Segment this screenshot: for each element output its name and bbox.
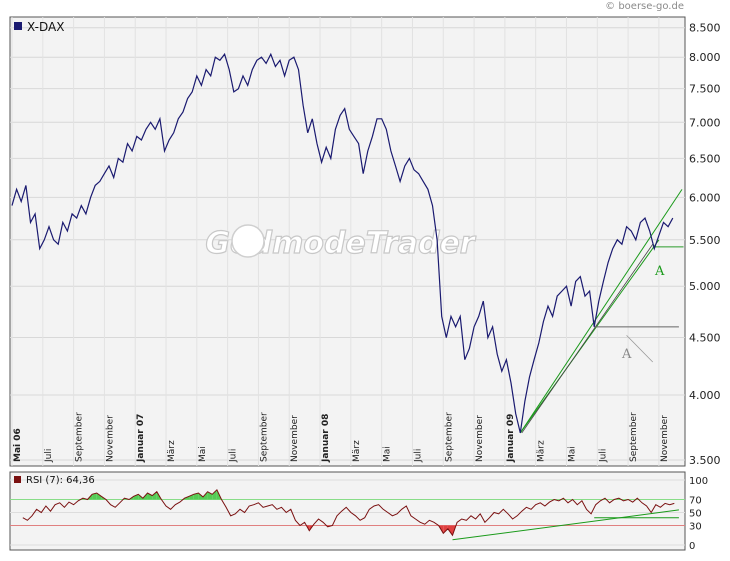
month-label: November [475,415,485,462]
month-label: März [537,440,547,462]
rsi-overbought-fill [96,493,102,500]
rsi-tick-label: 30 [689,522,702,533]
price-tick-label: 8.500 [689,22,721,35]
rsi-overbought-fill [193,493,199,500]
rsi-tick-label: 70 [689,496,702,507]
rsi-tick-label: 50 [689,509,702,520]
month-label: Juli [413,449,423,463]
price-tick-label: 6.000 [689,191,721,204]
month-label: Mai [567,446,577,462]
price-tick-label: 4.500 [689,332,721,345]
annotation-a-green: A [654,264,665,279]
source-credit: © boerse-go.de [605,1,684,12]
month-label: Januar 07 [136,414,146,463]
month-label: Juli [44,449,54,463]
month-label: September [444,412,454,462]
watermark-logo-icon [231,224,265,258]
annotation-arrow-line [626,335,654,363]
price-tick-label: 8.000 [689,51,721,64]
uptrend-line-upper [519,189,683,434]
rsi-panel [9,471,686,551]
price-tick-label: 7.500 [689,83,721,96]
month-label: Juli [229,449,239,463]
price-tick-label: 5.500 [689,234,721,247]
price-tick-label: 3.500 [689,454,721,467]
rsi-overbought-fill [152,491,157,500]
rsi-legend-swatch [14,476,21,483]
rsi-overbought-fill [189,494,194,500]
month-label: März [352,440,362,462]
price-tick-label: 4.000 [689,389,721,402]
rsi-overbought-fill [212,489,217,500]
legend-swatch [14,22,22,30]
month-label: November [660,415,670,462]
month-label: Januar 08 [321,414,331,463]
annotation-a-grey: A [621,347,632,362]
rsi-tick-label: 100 [689,476,708,487]
legend-label: X-DAX [27,20,64,34]
month-label: Januar 09 [506,414,516,463]
month-label: Mai 06 [13,428,23,462]
month-label: November [290,415,300,462]
rsi-oversold-fill [443,525,448,534]
month-label: September [629,412,639,462]
month-label: Mai [198,446,208,462]
month-label: März [167,440,177,462]
price-series-line [11,52,674,434]
month-label: Mai [383,446,393,462]
rsi-overbought-fill [133,494,139,500]
rsi-overbought-fill [147,493,153,500]
month-label: September [75,412,85,462]
rsi-legend-label: RSI (7): 64,36 [26,475,95,486]
uptrend-line-black [521,244,654,434]
price-tick-label: 5.000 [689,280,721,293]
price-tick-label: 6.500 [689,152,721,165]
price-tick-label: 7.000 [689,116,721,129]
rsi-overbought-fill [92,493,97,500]
month-label: September [259,412,269,462]
month-label: Juli [598,449,608,463]
rsi-tick-label: 0 [689,541,695,552]
price-panel [9,16,686,467]
rsi-overbought-fill [198,493,203,500]
rsi-series-line [22,488,675,537]
uptrend-line-lower [519,239,660,434]
rsi-trend-line [452,509,679,541]
month-label: November [105,415,115,462]
